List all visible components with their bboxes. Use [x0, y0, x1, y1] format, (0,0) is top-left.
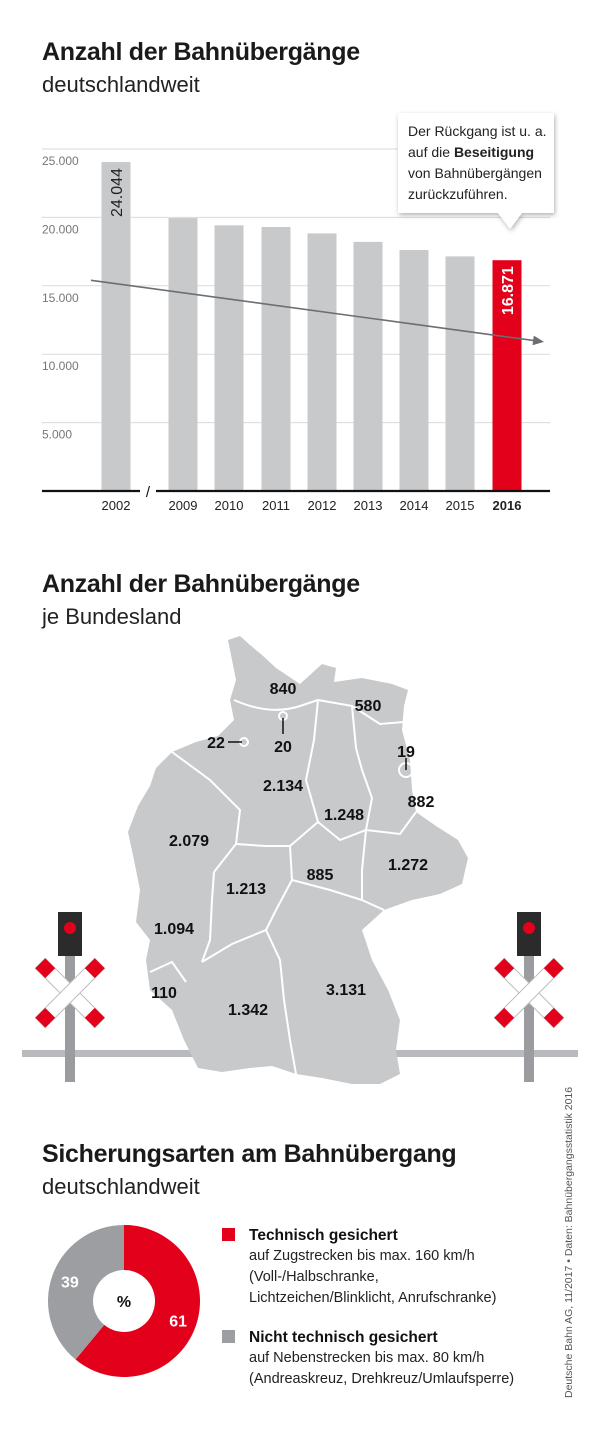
- x-tick-label: 2010: [215, 498, 244, 513]
- state-value-rp: 1.094: [154, 921, 194, 938]
- donut-slice: [48, 1225, 124, 1360]
- state-value-sn: 1.272: [388, 857, 428, 874]
- bar: [214, 225, 244, 491]
- bar: [261, 226, 291, 491]
- state-value-by: 3.131: [326, 982, 366, 999]
- donut-title: Sicherungsarten am Bahnübergang: [42, 1140, 457, 1168]
- x-tick-label: 2011: [262, 498, 290, 513]
- bar: [492, 260, 522, 491]
- source-note: Deutsche Bahn AG, 11/2017 • Daten: Bahnü…: [563, 1086, 575, 1398]
- legend-swatch-grey: [222, 1330, 235, 1343]
- signal-light-red: [523, 922, 535, 934]
- state-value-hb: 22: [207, 735, 225, 752]
- callout-text-line: von Bahnübergängen: [408, 165, 542, 181]
- germany-map: 840 580 22 20 19 2.134 1.248 882 2.079 1…: [22, 636, 578, 1084]
- callout-text-line: zurückzuführen.: [408, 186, 508, 202]
- legend-item-technisch: Technisch gesichert auf Zugstrecken bis …: [222, 1225, 496, 1309]
- legend-line: (Voll-/Halbschranke,: [249, 1269, 379, 1285]
- bar: [353, 241, 383, 491]
- callout-text-line: Der Rückgang ist u. a.: [408, 123, 547, 139]
- donut-center-label: %: [117, 1294, 131, 1311]
- state-value-st: 1.248: [324, 807, 364, 824]
- trend-arrowhead: [532, 335, 544, 346]
- state-value-he: 1.213: [226, 881, 266, 898]
- y-tick-label: 25.000: [42, 154, 79, 168]
- x-tick-label: 2009: [169, 498, 198, 513]
- trend-line: [90, 279, 535, 342]
- leader-lines: [228, 718, 407, 770]
- bar: [307, 233, 337, 492]
- border-bw: [201, 928, 297, 1075]
- border-he: [235, 843, 294, 931]
- state-borders: [149, 699, 417, 1075]
- st-andrews-cross: [34, 957, 106, 1029]
- signal-light-red: [64, 922, 76, 934]
- x-tick-label: 2013: [354, 498, 383, 513]
- legend-line: auf Nebenstrecken bis max. 80 km/h: [249, 1350, 485, 1366]
- legend-heading: Technisch gesichert: [249, 1227, 398, 1244]
- legend-item-nicht-technisch: Nicht technisch gesichert auf Nebenstrec…: [222, 1327, 514, 1390]
- sign-pole: [65, 950, 75, 1082]
- map-title: Anzahl der Bahnübergänge: [42, 570, 360, 598]
- state-value-th: 885: [307, 867, 334, 884]
- y-tick-label: 20.000: [42, 222, 79, 236]
- donut-subtitle: deutschlandweit: [42, 1174, 200, 1199]
- x-tick-label: 2014: [400, 498, 429, 513]
- state-value-be: 19: [397, 744, 415, 761]
- germany-silhouette: [128, 636, 468, 1084]
- state-value-nw: 2.079: [169, 833, 209, 850]
- x-tick-label: 2002: [102, 498, 131, 513]
- sign-pole: [524, 950, 534, 1082]
- bar-chart-subtitle: deutschlandweit: [42, 72, 200, 97]
- border-th: [289, 821, 319, 847]
- border-sh: [233, 699, 319, 711]
- axis-break-label: /: [146, 484, 151, 501]
- legend-heading: Nicht technisch gesichert: [249, 1329, 438, 1346]
- border-bb: [351, 705, 374, 831]
- st-andrews-cross: [493, 957, 565, 1029]
- border-mv: [317, 699, 405, 726]
- state-value-hh: 20: [274, 739, 292, 756]
- data-label: 24.044: [109, 168, 126, 217]
- legend-swatch-red: [222, 1228, 235, 1241]
- y-tick-label: 10.000: [42, 359, 79, 373]
- border-by: [291, 879, 385, 911]
- state-value-ni: 2.134: [263, 778, 303, 795]
- map-subtitle: je Bundesland: [42, 604, 182, 629]
- bar-chart-title: Anzahl der Bahnübergänge: [42, 38, 360, 66]
- state-value-sh: 840: [270, 681, 297, 698]
- bar: [101, 162, 131, 492]
- crossing-sign-left: [34, 912, 106, 1082]
- border-saar: [149, 960, 187, 983]
- bar: [445, 256, 475, 491]
- state-value-bb: 882: [408, 794, 435, 811]
- legend-line: auf Zugstrecken bis max. 160 km/h: [249, 1248, 475, 1264]
- border-rp: [201, 871, 215, 963]
- y-tick-label: 5.000: [42, 428, 72, 442]
- donut-slice: [75, 1225, 201, 1377]
- bar-chart: 5.000 10.000 15.000 20.000 25.000 / 2002 2009 2…: [42, 113, 554, 513]
- border-nds-east: [304, 699, 319, 823]
- legend-line: Lichtzeichen/Blinklicht, Anrufschranke): [249, 1290, 497, 1306]
- donut-value-label: 39: [61, 1275, 79, 1292]
- y-tick-label: 15.000: [42, 291, 79, 305]
- callout-text-line: auf die Beseitigung: [408, 144, 534, 160]
- state-value-sl: 110: [151, 985, 177, 1002]
- donut-value-label: 61: [169, 1313, 187, 1330]
- border-nrw: [171, 751, 242, 873]
- state-value-mv: 580: [355, 698, 382, 715]
- x-tick-label: 2015: [446, 498, 475, 513]
- x-tick-label: 2016: [493, 498, 522, 513]
- crossing-sign-right: [493, 912, 565, 1082]
- callout-box: [398, 113, 554, 229]
- bar: [168, 218, 198, 492]
- donut-chart: 61 39%: [48, 1225, 201, 1377]
- data-label: 16.871: [500, 266, 517, 315]
- border-sn: [361, 829, 367, 900]
- state-value-bw: 1.342: [228, 1002, 268, 1019]
- bar: [399, 249, 429, 491]
- x-tick-label: 2012: [308, 498, 337, 513]
- legend-line: (Andreaskreuz, Drehkreuz/Umlaufsperre): [249, 1371, 515, 1387]
